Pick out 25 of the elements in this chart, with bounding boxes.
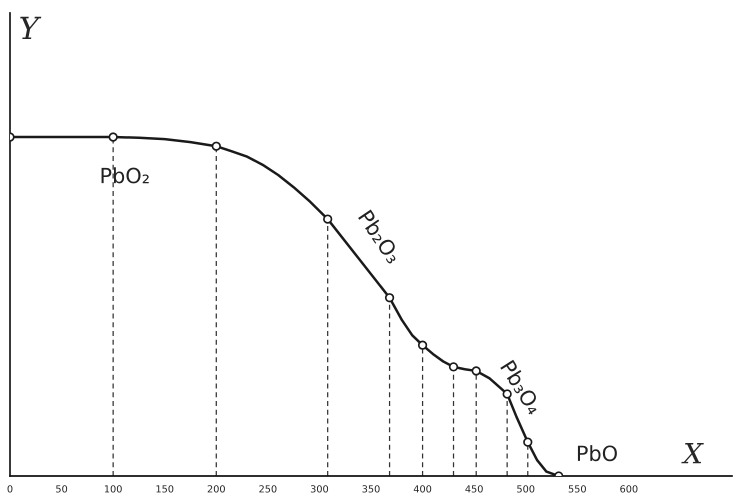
point [448,362,458,372]
point [212,142,221,151]
x-tick-label: 500 [517,485,534,493]
point [384,293,394,302]
point [418,340,428,350]
x-tick-label: 100 [104,485,122,493]
x-tick-label: 250 [259,485,276,493]
x-tick-label: 550 [568,485,586,493]
point [523,437,532,447]
x-tick-label: 300 [310,485,328,493]
annotation: PbO [578,445,617,462]
x-tick-label: 400 [414,485,432,493]
y-axis-title: Y [20,16,42,40]
point [108,132,118,142]
x-tick-label: 50 [56,485,68,493]
point [323,214,332,224]
point [472,366,481,376]
x-tick-label: 150 [156,485,174,493]
x-tick-label: 350 [362,485,380,493]
x-tick-label: 200 [208,485,225,493]
annotation: PbO₂ [102,167,149,184]
x-axis-title: X [681,443,704,464]
x-tick-label: 450 [465,485,483,493]
x-tick-label: 600 [620,485,638,493]
x-tick-label: 0 [8,485,12,493]
